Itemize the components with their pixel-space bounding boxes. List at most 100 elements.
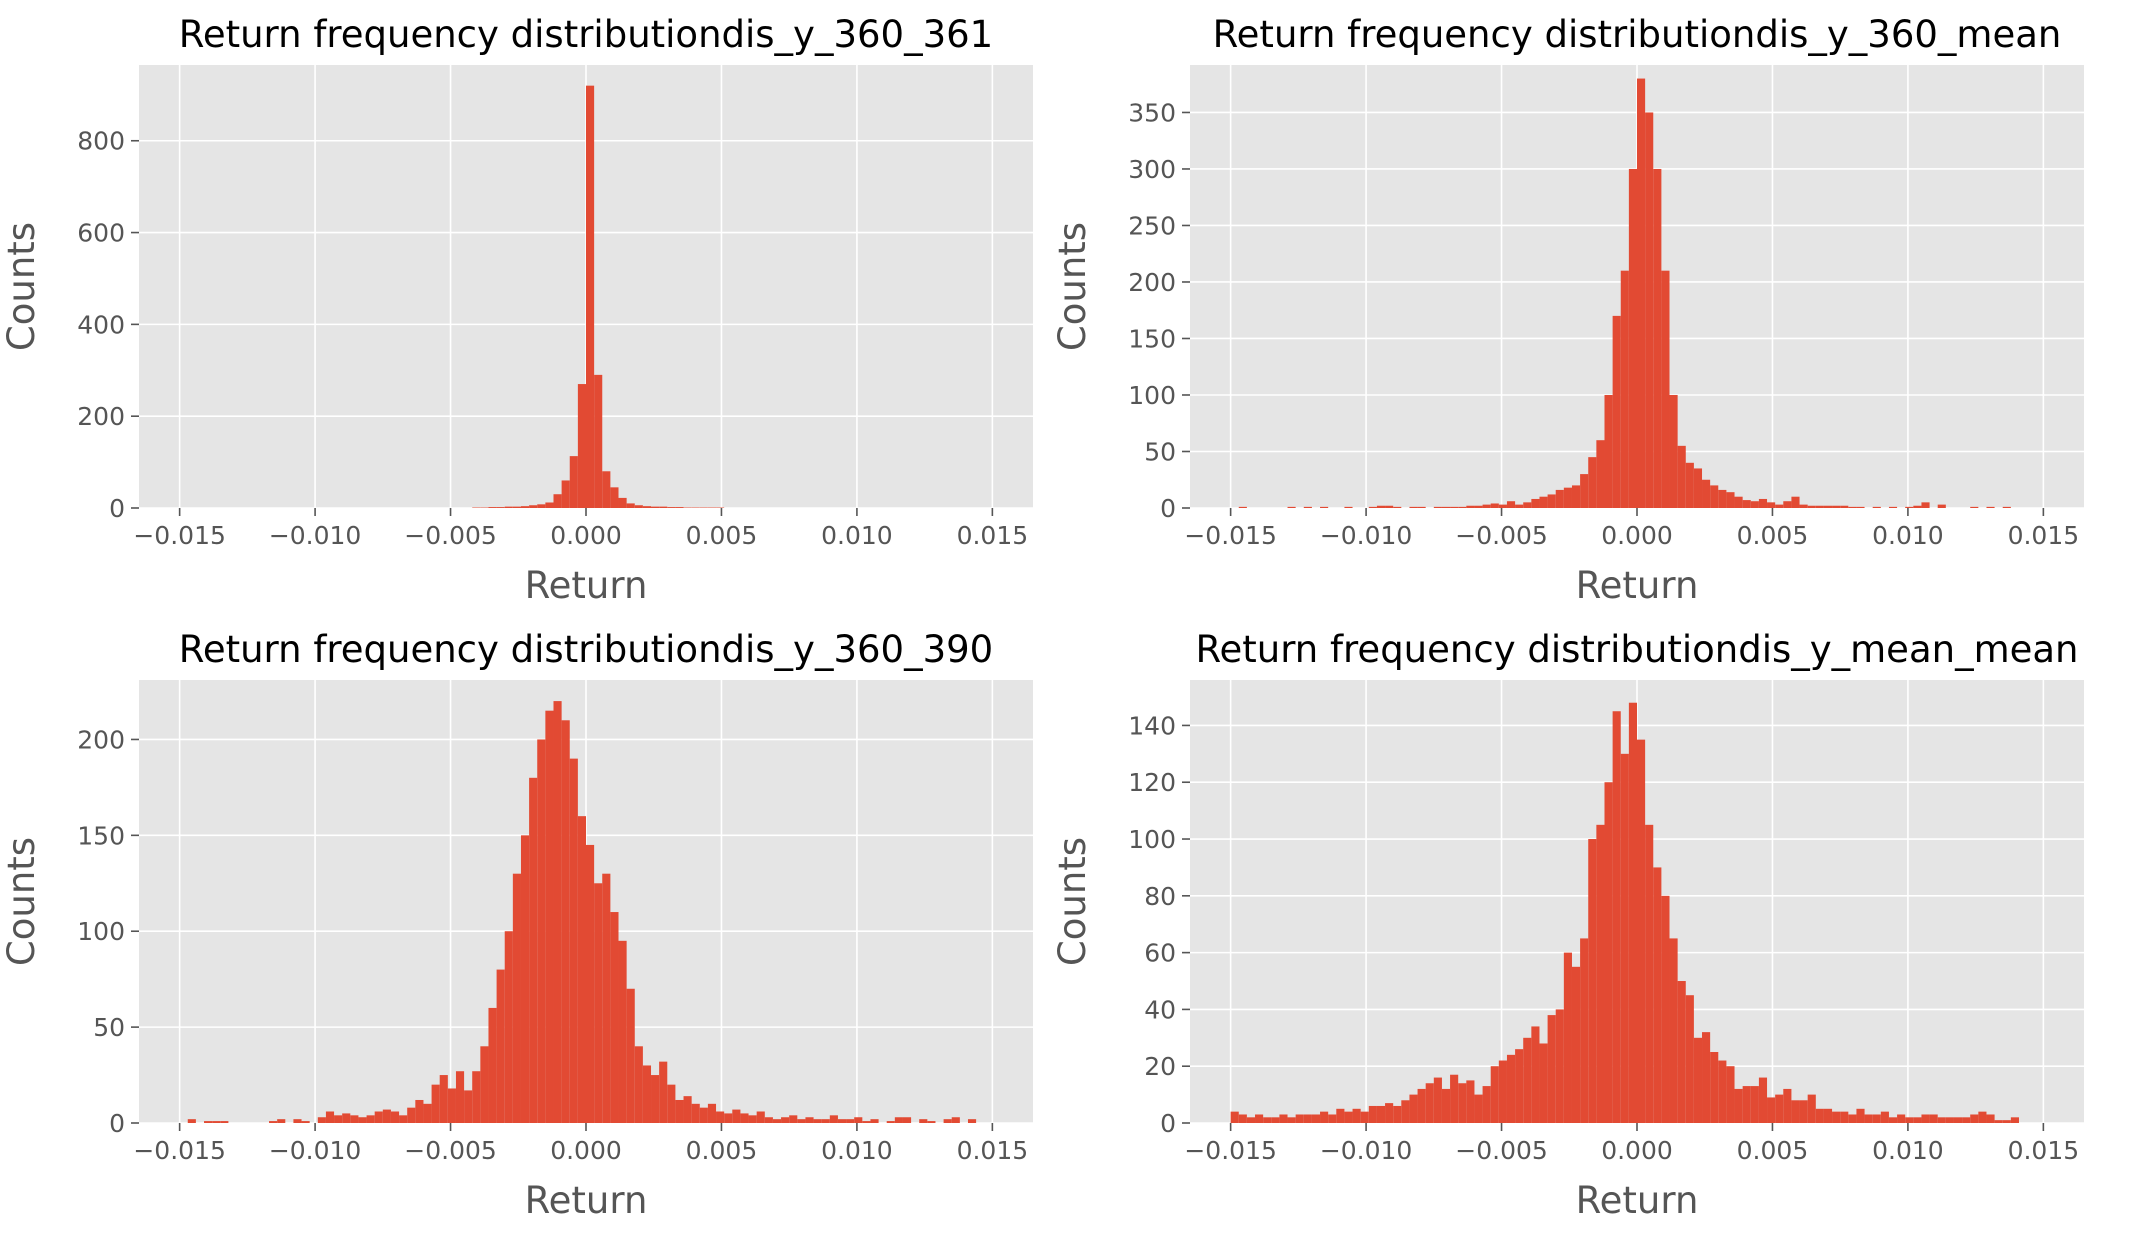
histogram-bar	[1450, 506, 1459, 508]
histogram-bar	[1482, 504, 1491, 508]
x-tick-label: −0.010	[269, 521, 362, 550]
histogram-bar	[642, 1065, 652, 1123]
histogram-bar	[577, 384, 586, 508]
histogram-bar	[707, 1103, 717, 1123]
histogram-bar	[325, 1111, 335, 1123]
histogram-bar	[1710, 485, 1719, 508]
histogram-bar	[1685, 995, 1694, 1123]
histogram-bar	[1604, 394, 1613, 508]
histogram-bar	[1401, 1100, 1410, 1123]
histogram-bar	[415, 1099, 424, 1123]
histogram-bar	[553, 701, 562, 1123]
histogram-bar	[1246, 1117, 1256, 1123]
histogram-bar	[407, 1107, 416, 1123]
histogram-bar	[1238, 1114, 1247, 1123]
histogram-bar	[610, 912, 619, 1123]
histogram-bar	[455, 1071, 465, 1123]
histogram-bar	[1986, 1114, 1995, 1123]
histogram-bar	[919, 1119, 928, 1123]
histogram-bar	[1693, 1037, 1703, 1123]
histogram-bar	[618, 497, 627, 508]
y-tick-label: 600	[77, 219, 125, 248]
histogram-bar	[1815, 1108, 1824, 1123]
histogram-bar	[1823, 505, 1833, 508]
histogram-bar	[821, 1119, 830, 1123]
histogram-bar	[846, 1119, 855, 1123]
histogram-bar	[1726, 492, 1735, 508]
histogram-bar	[390, 1111, 400, 1123]
histogram-bar	[1563, 487, 1572, 508]
histogram-bar	[740, 1113, 749, 1123]
histogram-bar	[1970, 1114, 1979, 1123]
y-tick-label: 200	[1128, 268, 1176, 297]
x-tick-label: 0.015	[957, 1136, 1029, 1165]
histogram-bar	[1742, 1086, 1751, 1123]
histogram-bar	[1937, 504, 1946, 508]
histogram-bar	[1913, 1117, 1922, 1123]
histogram-bar	[927, 1121, 936, 1123]
histogram-bar	[488, 507, 497, 508]
histogram-bar	[1734, 1088, 1743, 1123]
histogram-bar	[1734, 496, 1743, 508]
histogram-bar	[781, 1117, 790, 1123]
histogram-bar	[1807, 505, 1816, 508]
histogram-bar	[797, 1119, 806, 1123]
chart-title: Return frequency distributiondis_y_360_3…	[179, 628, 993, 671]
histogram-bar	[870, 1119, 879, 1123]
histogram-bar	[667, 507, 676, 508]
histogram-bar	[586, 85, 595, 509]
y-tick-label: 350	[1128, 98, 1176, 127]
histogram-bar	[1913, 505, 1922, 508]
x-axis-label: Return	[1576, 564, 1699, 607]
histogram-bar	[1799, 504, 1808, 508]
histogram-bar	[610, 487, 619, 508]
histogram-bar	[1905, 1117, 1914, 1123]
histogram-bar	[520, 835, 530, 1123]
histogram-bar	[1661, 270, 1670, 508]
histogram-bar	[1628, 702, 1637, 1123]
histogram-bar	[553, 494, 562, 508]
histogram-bar	[220, 1121, 229, 1123]
histogram-bar	[967, 1119, 977, 1123]
x-tick-label: 0.010	[1872, 521, 1944, 550]
y-tick-label: 100	[1128, 381, 1176, 410]
histogram-bar	[545, 502, 554, 508]
histogram-bar	[2002, 506, 2011, 508]
histogram-bar	[1458, 506, 1467, 508]
y-tick-label: 120	[1128, 768, 1176, 797]
histogram-bar	[1417, 506, 1426, 508]
histogram-bar	[1937, 1117, 1946, 1123]
histogram-bar	[529, 777, 538, 1123]
histogram-bar	[618, 940, 627, 1123]
histogram-bar	[464, 1090, 473, 1123]
histogram-bar	[1905, 506, 1914, 508]
histogram-bar	[1823, 1108, 1833, 1123]
histogram-bar	[1864, 1114, 1873, 1123]
histogram-bar	[1271, 1117, 1280, 1123]
histogram-bar	[886, 1121, 895, 1123]
x-tick-label: 0.005	[686, 521, 758, 550]
histogram-bar	[724, 1113, 733, 1123]
histogram-bar	[1718, 1060, 1727, 1123]
y-tick-label: 200	[77, 725, 125, 754]
histogram-bar	[512, 506, 521, 508]
histogram-bar	[399, 1115, 408, 1123]
x-tick-label: 0.000	[1601, 521, 1673, 550]
y-tick-label: 150	[1128, 324, 1176, 353]
histogram-bar	[1523, 502, 1532, 508]
x-tick-label: −0.005	[1455, 1136, 1548, 1165]
histogram-bar	[1588, 457, 1597, 508]
y-tick-label: 100	[1128, 825, 1176, 854]
histogram-bar	[204, 1121, 213, 1123]
y-axis-label: Counts	[0, 837, 43, 966]
histogram-bar	[1376, 1105, 1386, 1123]
y-tick-label: 0	[1160, 494, 1176, 523]
y-tick-label: 0	[1160, 1109, 1176, 1138]
histogram-bar	[683, 1096, 692, 1123]
histogram-bar	[1555, 489, 1564, 508]
y-axis-label: Counts	[0, 222, 43, 351]
histogram-bar	[602, 873, 611, 1123]
histogram-bar	[1848, 1114, 1857, 1123]
histogram-bar	[805, 1117, 814, 1123]
x-tick-label: −0.005	[404, 521, 497, 550]
